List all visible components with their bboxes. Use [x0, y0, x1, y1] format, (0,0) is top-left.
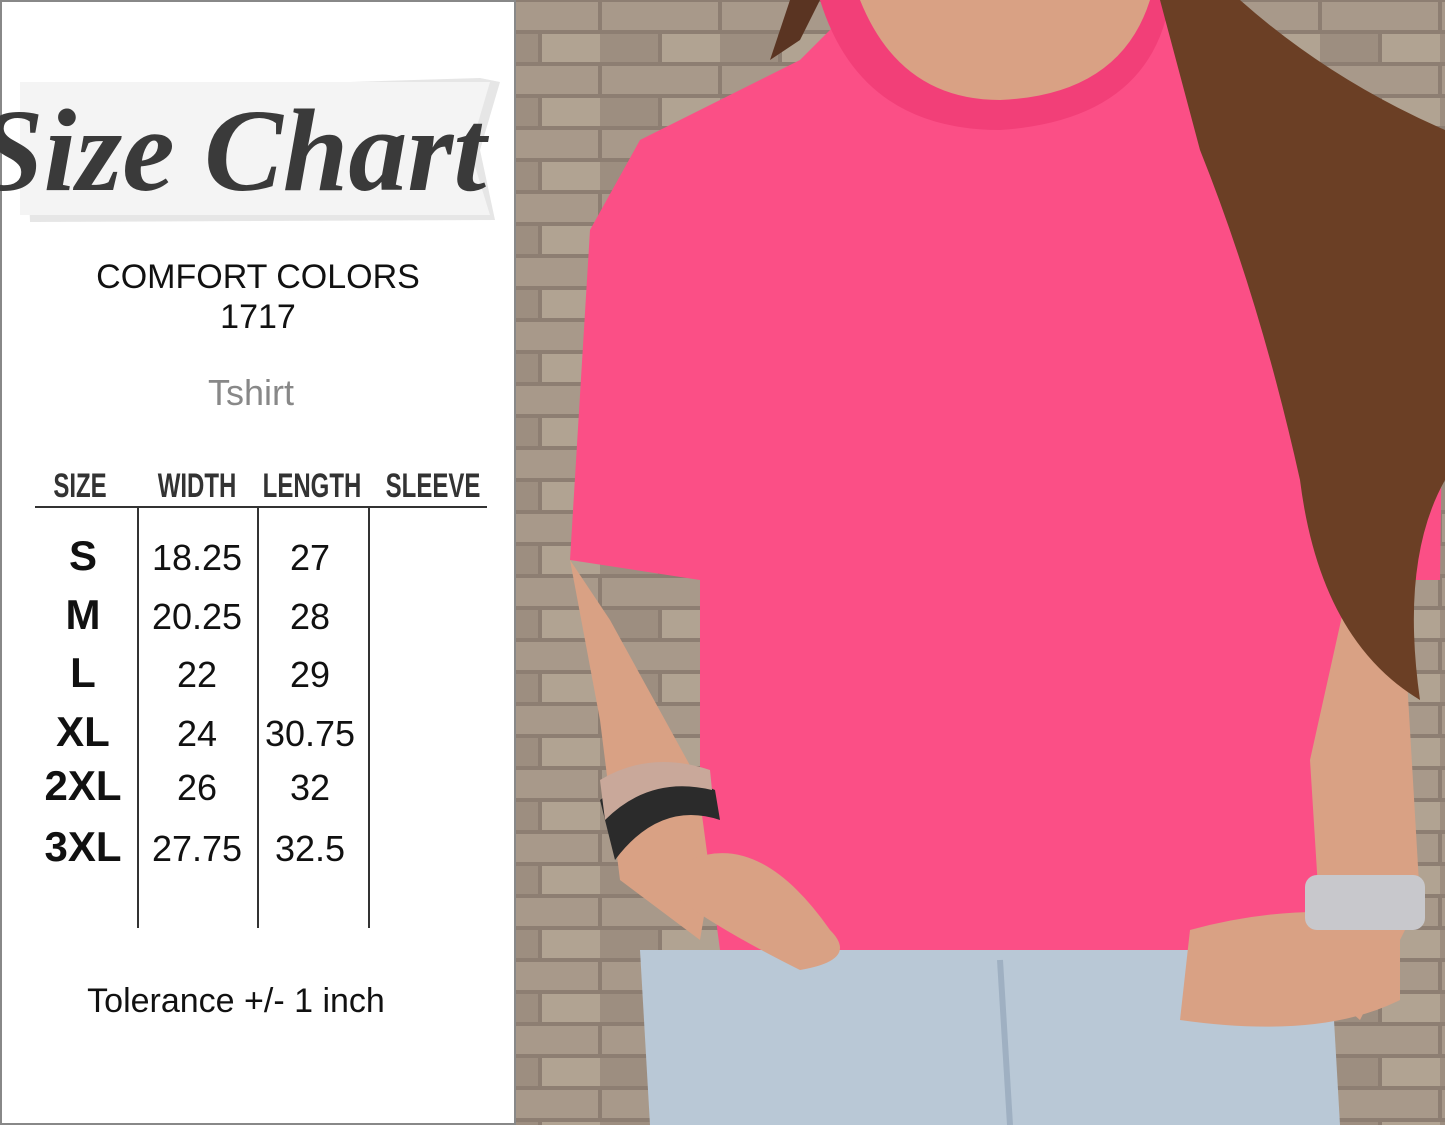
measurement: 26 [177, 767, 217, 808]
measurement: 22 [177, 654, 217, 695]
product: Tshirt [208, 372, 294, 413]
size-label: XL [56, 708, 110, 755]
measurement: 18.25 [152, 537, 242, 578]
size-label: S [69, 532, 97, 579]
measurement: 24 [177, 713, 217, 754]
size-label: 3XL [44, 823, 121, 870]
measurement: 32 [290, 767, 330, 808]
measurement: 27 [290, 537, 330, 578]
measurement: 29 [290, 654, 330, 695]
column-header: LENGTH [263, 467, 362, 505]
brand: COMFORT COLORS [96, 258, 420, 296]
column-header: WIDTH [158, 467, 237, 505]
banner [20, 82, 490, 215]
column-header: SIZE [53, 467, 106, 505]
model: 1717 [220, 298, 296, 336]
column-header: SLEEVE [386, 467, 481, 505]
measurement: 28 [290, 596, 330, 637]
size-table: SIZE WIDTH LENGTH SLEEVE S 18.25 27 M 20.25 28 L 22… [44, 467, 480, 870]
measurement: 27.75 [152, 828, 242, 869]
title: Size Chart [0, 85, 489, 216]
tolerance-note: Tolerance +/- 1 inch [87, 982, 385, 1020]
size-label: 2XL [44, 762, 121, 809]
size-label: M [66, 591, 101, 638]
photo [515, 0, 1445, 1125]
measurement: 30.75 [265, 713, 355, 754]
measurement: 32.5 [275, 828, 345, 869]
size-label: L [70, 649, 96, 696]
measurement: 20.25 [152, 596, 242, 637]
